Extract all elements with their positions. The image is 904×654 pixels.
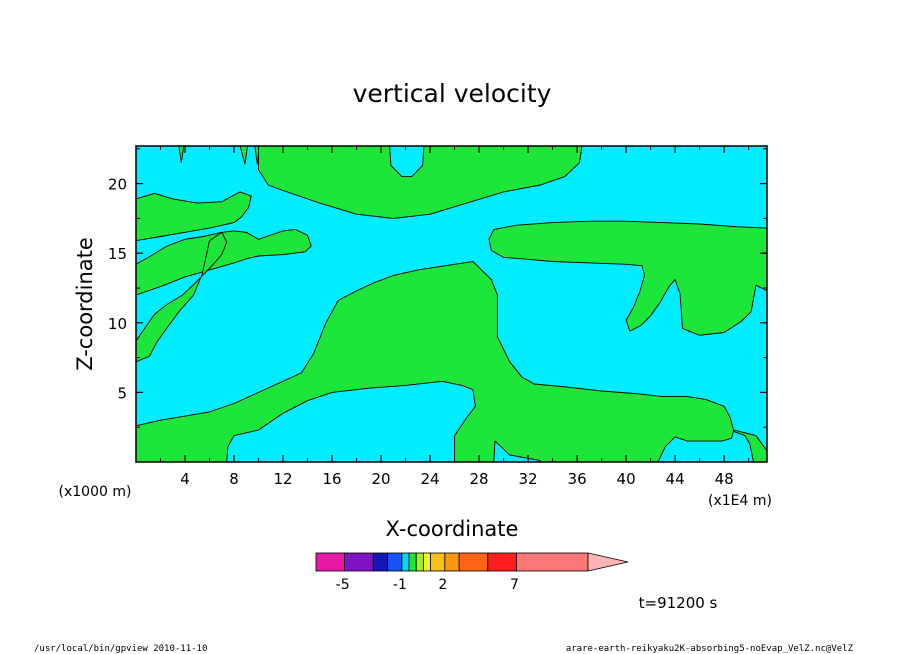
- positive-velocity-region: [135, 191, 252, 242]
- x-tick-label: 36: [568, 470, 587, 488]
- x-tick-label: 4: [180, 470, 190, 488]
- chart-title: vertical velocity: [353, 79, 552, 108]
- y-axis-label: Z-coordinate: [73, 237, 97, 371]
- positive-velocity-region: [258, 145, 583, 219]
- x-tick-label: 20: [372, 470, 391, 488]
- colorbar-swatch: [344, 552, 374, 572]
- y-axis-ticks: 5 10 15 20: [108, 148, 767, 428]
- colorbar-swatch: [458, 552, 489, 572]
- colorbar-tick-label: -1: [393, 577, 407, 593]
- x-tick-label: 24: [421, 470, 440, 488]
- colorbar-tick-label: 2: [438, 577, 447, 593]
- y-tick-label: 5: [117, 384, 127, 402]
- y-tick-label: 15: [108, 245, 127, 263]
- time-label: t=91200 s: [639, 594, 718, 612]
- x-tick-label: 44: [666, 470, 685, 488]
- x-axis-unit: (x1E4 m): [708, 493, 772, 509]
- colorbar-extension-triangle: [587, 552, 629, 572]
- x-tick-label: 8: [229, 470, 239, 488]
- x-tick-label: 16: [322, 470, 341, 488]
- colorbar-swatch: [315, 552, 346, 572]
- colorbar-swatch: [444, 552, 460, 572]
- colorbar: [315, 552, 629, 572]
- x-tick-label: 48: [715, 470, 734, 488]
- x-axis-ticks: 4 8 12 16 20 24 28 32 36 40 44 48: [160, 146, 750, 488]
- colorbar-labels: -5 -1 2 7: [336, 577, 519, 593]
- footer-command: /usr/local/bin/gpview 2010-11-10: [34, 644, 207, 654]
- colorbar-swatch: [387, 552, 403, 572]
- y-axis-unit: (x1000 m): [59, 484, 132, 500]
- colorbar-tick-label: 7: [510, 577, 519, 593]
- footer-source: arare-earth-reikyaku2K-absorbing5-noEvap…: [566, 644, 854, 654]
- plot-frame: [135, 145, 768, 463]
- colorbar-swatch: [516, 552, 589, 572]
- colorbar-swatch: [487, 552, 517, 572]
- positive-velocity-region: [135, 231, 228, 363]
- x-tick-label: 28: [470, 470, 489, 488]
- x-tick-label: 40: [617, 470, 636, 488]
- y-tick-label: 10: [108, 315, 127, 333]
- x-tick-label: 12: [273, 470, 292, 488]
- x-axis-label: X-coordinate: [386, 517, 519, 541]
- x-tick-label: 32: [519, 470, 538, 488]
- colorbar-swatch: [401, 552, 410, 572]
- colorbar-swatch: [372, 552, 388, 572]
- colorbar-swatch: [422, 552, 431, 572]
- y-tick-label: 20: [108, 176, 127, 194]
- plot-area: [135, 145, 768, 463]
- positive-velocity-region: [488, 220, 768, 336]
- velocity-regions: [135, 145, 768, 463]
- colorbar-swatch: [415, 552, 424, 572]
- colorbar-swatch: [408, 552, 417, 572]
- colorbar-swatch: [430, 552, 446, 572]
- colorbar-tick-label: -5: [336, 577, 350, 593]
